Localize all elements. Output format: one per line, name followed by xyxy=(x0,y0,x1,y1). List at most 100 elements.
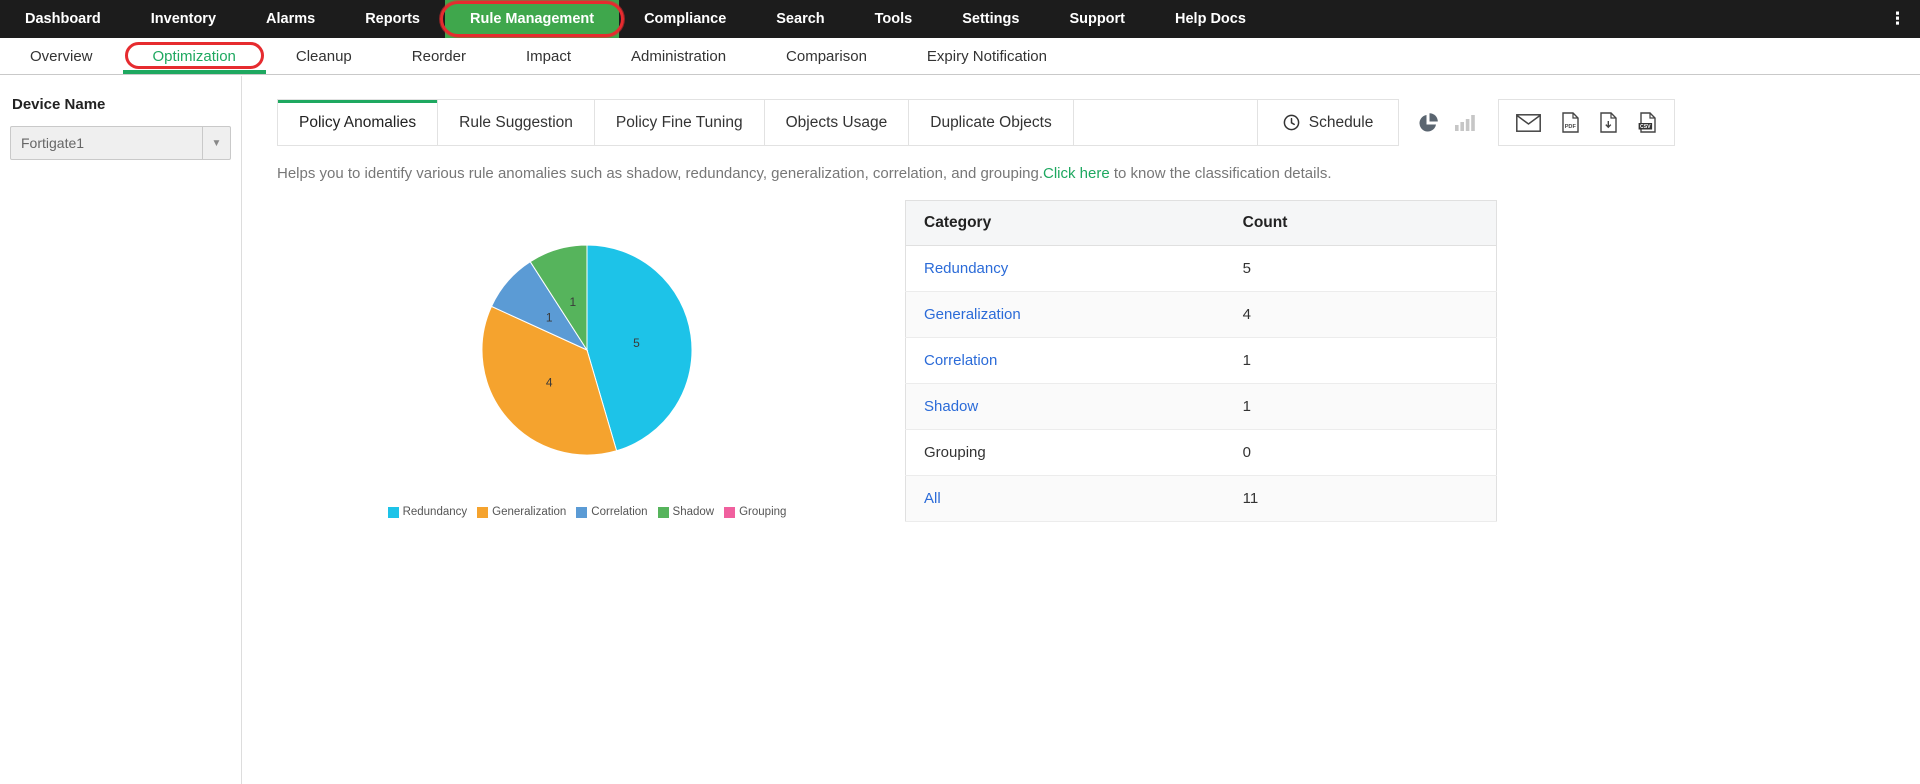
anomaly-table-area: Category Count Redundancy 5 Generalization… xyxy=(905,200,1497,522)
subnav-item-expiry-notification[interactable]: Expiry Notification xyxy=(926,47,1047,65)
chart-legend: Redundancy Generalization Correlation Shado… xyxy=(387,506,786,518)
legend-item-generalization[interactable]: Generalization xyxy=(477,506,566,518)
email-icon[interactable] xyxy=(1516,113,1542,132)
subnav-item-optimization[interactable]: Optimization xyxy=(123,38,266,74)
topnav-item-tools[interactable]: Tools xyxy=(874,11,913,27)
anomaly-table: Category Count Redundancy 5 Generalization… xyxy=(905,200,1497,522)
table-row: Correlation 1 xyxy=(905,337,1497,384)
legend-item-redundancy[interactable]: Redundancy xyxy=(387,506,468,518)
page-description: Helps you to identify various rule anoma… xyxy=(277,165,1885,182)
table-row: All 11 xyxy=(905,475,1497,522)
subnav-item-reorder[interactable]: Reorder xyxy=(411,47,466,65)
clock-icon xyxy=(1283,114,1300,131)
count-value: 1 xyxy=(1224,383,1497,430)
pdf-export-icon[interactable]: PDF xyxy=(1562,112,1580,133)
pie-slice-generalization[interactable] xyxy=(481,305,618,456)
pie-slice-value: 1 xyxy=(546,310,553,324)
tab-rule-suggestion[interactable]: Rule Suggestion xyxy=(438,100,595,145)
anomaly-pie-chart-area: 5 4 1 1 Redundancy Generalization Correlation… xyxy=(277,200,897,518)
toolbar-row: Policy Anomalies Rule Suggestion Policy … xyxy=(277,99,1885,146)
tab-strip-filler xyxy=(1074,100,1258,145)
click-here-link[interactable]: Click here xyxy=(1043,165,1110,182)
topnav-item-support[interactable]: Support xyxy=(1069,11,1126,27)
subnav-item-administration[interactable]: Administration xyxy=(631,47,727,65)
subnav-item-impact[interactable]: Impact xyxy=(525,47,571,65)
pie-slice-value: 5 xyxy=(633,336,640,350)
pie-slice-redundancy[interactable] xyxy=(586,244,693,452)
legend-label: Correlation xyxy=(591,506,648,518)
schedule-button[interactable]: Schedule xyxy=(1258,100,1399,145)
topnav-item-label: Rule Management xyxy=(469,11,595,27)
legend-label: Grouping xyxy=(739,506,787,518)
schedule-label: Schedule xyxy=(1308,113,1374,131)
tab-strip: Policy Anomalies Rule Suggestion Policy … xyxy=(277,99,1400,146)
table-header-row: Category Count xyxy=(905,200,1497,246)
bar-chart-icon[interactable] xyxy=(1455,114,1476,131)
description-text-after: to know the classification details. xyxy=(1109,165,1332,182)
column-header-category: Category xyxy=(905,200,1225,246)
device-name-label: Device Name xyxy=(12,96,106,113)
topnav-item-alarms[interactable]: Alarms xyxy=(266,11,316,27)
chart-type-toggle xyxy=(1417,99,1476,146)
topnav-item-reports[interactable]: Reports xyxy=(365,11,420,27)
main-content: Policy Anomalies Rule Suggestion Policy … xyxy=(243,75,1920,522)
overflow-menu-icon[interactable]: ⋮ xyxy=(1889,9,1906,28)
svg-text:CSV: CSV xyxy=(1640,124,1651,130)
category-link[interactable]: Shadow xyxy=(924,398,979,415)
pie-slice-shadow[interactable] xyxy=(529,244,588,352)
pie-chart: 5 4 1 1 xyxy=(481,244,693,456)
topnav-item-help-docs[interactable]: Help Docs xyxy=(1175,11,1246,27)
export-actions: PDF CSV xyxy=(1498,99,1676,146)
file-export-icon[interactable] xyxy=(1600,112,1618,133)
category-text: Grouping xyxy=(905,429,1225,476)
csv-export-icon[interactable]: CSV xyxy=(1638,112,1657,133)
category-link[interactable]: Correlation xyxy=(924,352,998,369)
svg-text:PDF: PDF xyxy=(1565,124,1577,130)
pie-slice-value: 4 xyxy=(546,376,553,390)
topnav-item-compliance[interactable]: Compliance xyxy=(644,11,727,27)
legend-item-correlation[interactable]: Correlation xyxy=(576,506,648,518)
chevron-down-icon[interactable]: ▼ xyxy=(202,127,230,159)
tab-duplicate-objects[interactable]: Duplicate Objects xyxy=(909,100,1074,145)
table-row: Generalization 4 xyxy=(905,291,1497,338)
count-value: 11 xyxy=(1224,475,1497,522)
device-select[interactable]: Fortigate1 ▼ xyxy=(10,126,231,160)
category-link[interactable]: All xyxy=(924,490,941,507)
column-header-count: Count xyxy=(1224,200,1497,246)
legend-item-shadow[interactable]: Shadow xyxy=(657,506,715,518)
topnav-item-rule-management[interactable]: Rule Management xyxy=(439,0,625,38)
top-navigation: Dashboard Inventory Alarms Reports Rule … xyxy=(0,0,1920,38)
sidebar: Device Name Fortigate1 ▼ xyxy=(0,76,242,784)
legend-label: Redundancy xyxy=(402,506,468,518)
topnav-item-settings[interactable]: Settings xyxy=(962,11,1020,27)
subnav-item-comparison[interactable]: Comparison xyxy=(786,47,867,65)
subnav-item-label: Optimization xyxy=(152,47,236,65)
legend-swatch-icon xyxy=(724,506,736,518)
tab-objects-usage[interactable]: Objects Usage xyxy=(764,100,910,145)
table-row: Shadow 1 xyxy=(905,383,1497,430)
category-link[interactable]: Generalization xyxy=(924,306,1021,323)
pie-chart-icon[interactable] xyxy=(1417,112,1439,134)
table-row: Grouping 0 xyxy=(905,429,1497,476)
count-value: 4 xyxy=(1224,291,1497,338)
tab-policy-fine-tuning[interactable]: Policy Fine Tuning xyxy=(594,100,765,145)
legend-label: Generalization xyxy=(492,506,567,518)
count-value: 0 xyxy=(1224,429,1497,476)
topnav-item-search[interactable]: Search xyxy=(776,11,825,27)
description-text: Helps you to identify various rule anoma… xyxy=(277,165,1044,182)
subnav-item-overview[interactable]: Overview xyxy=(30,47,93,65)
category-link[interactable]: Redundancy xyxy=(924,260,1009,277)
sub-navigation: Overview Optimization Cleanup Reorder Im… xyxy=(0,38,1920,75)
count-value: 5 xyxy=(1224,245,1497,292)
subnav-item-cleanup[interactable]: Cleanup xyxy=(295,47,352,65)
legend-label: Shadow xyxy=(672,506,715,518)
topnav-item-dashboard[interactable]: Dashboard xyxy=(25,11,101,27)
tab-policy-anomalies[interactable]: Policy Anomalies xyxy=(278,100,439,145)
topnav-item-inventory[interactable]: Inventory xyxy=(150,11,217,27)
device-select-value: Fortigate1 xyxy=(21,135,85,151)
legend-item-grouping[interactable]: Grouping xyxy=(724,506,786,518)
legend-swatch-icon xyxy=(477,506,489,518)
count-value: 1 xyxy=(1224,337,1497,384)
legend-swatch-icon xyxy=(576,506,588,518)
